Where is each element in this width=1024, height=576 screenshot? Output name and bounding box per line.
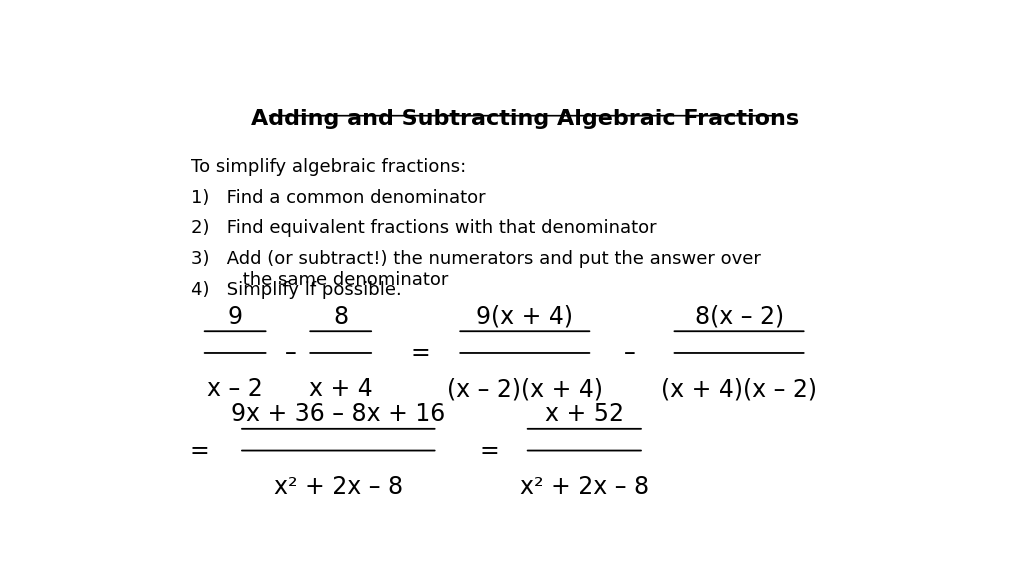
Text: 9x + 36 – 8x + 16: 9x + 36 – 8x + 16 xyxy=(231,402,445,426)
Text: Adding and Subtracting Algebraic Fractions: Adding and Subtracting Algebraic Fractio… xyxy=(251,109,799,129)
Text: 1)   Find a common denominator: 1) Find a common denominator xyxy=(191,189,486,207)
Text: 9: 9 xyxy=(227,305,243,328)
Text: x² + 2x – 8: x² + 2x – 8 xyxy=(520,475,649,499)
Text: x + 4: x + 4 xyxy=(309,377,373,401)
Text: (x + 4)(x – 2): (x + 4)(x – 2) xyxy=(662,377,817,401)
Text: 2)   Find equivalent fractions with that denominator: 2) Find equivalent fractions with that d… xyxy=(191,219,657,237)
Text: To simplify algebraic fractions:: To simplify algebraic fractions: xyxy=(191,158,467,176)
Text: =: = xyxy=(189,438,209,463)
Text: 3)   Add (or subtract!) the numerators and put the answer over
         the same: 3) Add (or subtract!) the numerators and… xyxy=(191,250,762,289)
Text: (x – 2)(x + 4): (x – 2)(x + 4) xyxy=(446,377,603,401)
Text: x + 52: x + 52 xyxy=(545,402,624,426)
Text: x – 2: x – 2 xyxy=(207,377,263,401)
Text: –: – xyxy=(285,341,297,365)
Text: =: = xyxy=(411,341,430,365)
Text: =: = xyxy=(479,438,499,463)
Text: 8(x – 2): 8(x – 2) xyxy=(694,305,783,328)
Text: 9(x + 4): 9(x + 4) xyxy=(476,305,573,328)
Text: x² + 2x – 8: x² + 2x – 8 xyxy=(273,475,402,499)
Text: 8: 8 xyxy=(333,305,348,328)
Text: 4)   Simplify if possible.: 4) Simplify if possible. xyxy=(191,281,402,299)
Text: –: – xyxy=(624,341,636,365)
